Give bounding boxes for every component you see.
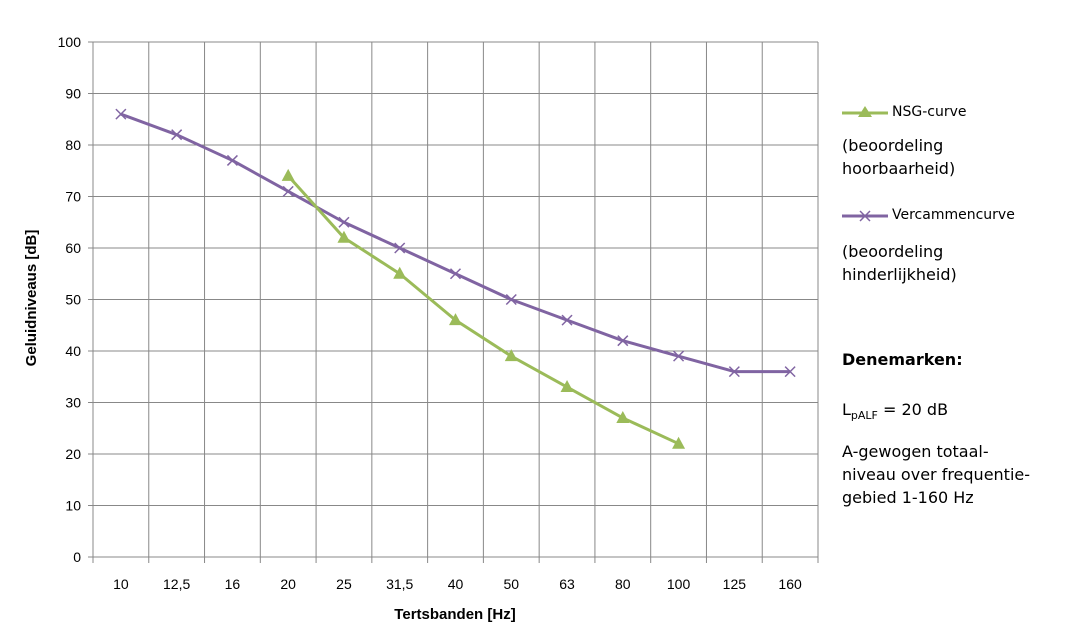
data-point-nsg <box>449 313 462 326</box>
legend-note-nsg-line2: hoorbaarheid) <box>842 159 956 178</box>
data-point-vercammen <box>784 366 796 378</box>
data-point-nsg <box>393 266 407 279</box>
data-point-vercammen-stroke <box>784 366 796 378</box>
y-tick-label: 60 <box>65 240 81 256</box>
legend-item-nsg: NSG-curve <box>842 104 966 120</box>
x-tick-label: 100 <box>667 576 691 592</box>
series-line-nsg <box>287 174 680 446</box>
x-tick-labels: 10 12,5 16 20 25 31,5 40 50 63 80 100 125 160 <box>113 576 802 592</box>
legend-note-nsg: (beoordeling hoorbaarheid) <box>842 134 955 180</box>
data-point-nsg <box>504 349 518 362</box>
annotation-level-value: = 20 dB <box>877 400 949 419</box>
y-axis-title: Geluidniveaus [dB] <box>23 230 40 367</box>
x-tick-label: 12,5 <box>163 576 190 592</box>
data-point-vercammen <box>226 154 238 166</box>
data-point-vercammen <box>617 335 629 347</box>
x-tick-label: 20 <box>280 576 296 592</box>
data-point-nsg <box>281 168 295 181</box>
data-point-vercammen <box>394 242 406 254</box>
annotation-heading: Denemarken: <box>842 350 963 369</box>
annotation-level-subscript: pALF <box>850 409 878 422</box>
data-point-vercammen <box>505 293 517 306</box>
x-tick-label: 10 <box>113 576 129 592</box>
data-point-vercammen-stroke <box>282 185 294 197</box>
annotation-desc-line2: niveau over frequentie- <box>842 465 1031 484</box>
data-point-vercammen-stroke <box>226 154 238 166</box>
y-tick-label: 40 <box>65 343 81 359</box>
x-tick-label: 160 <box>778 576 802 592</box>
data-point-vercammen <box>728 366 740 378</box>
x-tick-label: 25 <box>336 576 352 592</box>
x-tick-label: 16 <box>225 576 241 592</box>
y-tick-label: 20 <box>65 446 81 462</box>
data-point-vercammen <box>449 268 462 280</box>
y-tick-label: 0 <box>73 549 81 565</box>
legend-item-vercammen: Vercammencurve <box>842 207 1015 223</box>
legend-note-nsg-line1: (beoordeling <box>842 136 944 155</box>
x-tick-label: 40 <box>448 576 464 592</box>
data-point-vercammen <box>561 314 573 326</box>
series-group <box>115 108 796 449</box>
annotation-desc-line3: gebied 1-160 Hz <box>842 488 974 507</box>
annotation-level: LpALF = 20 dB <box>842 398 948 423</box>
x-tick-label: 50 <box>503 576 519 592</box>
data-point-vercammen-stroke <box>449 268 462 280</box>
legend-label-nsg: NSG-curve <box>892 104 967 120</box>
data-point-vercammen <box>171 129 183 141</box>
x-tick-label: 125 <box>723 576 747 592</box>
annotation-level-symbol: L <box>842 400 851 419</box>
x-tick-label: 31,5 <box>386 576 413 592</box>
series-line-vercammen <box>120 112 791 374</box>
x-axis-title: Tertsbanden [Hz] <box>394 606 515 623</box>
legend-note-vercammen: (beoordeling hinderlijkheid) <box>842 240 957 286</box>
data-point-vercammen <box>673 350 685 362</box>
data-point-vercammen <box>338 216 350 228</box>
data-point-vercammen-stroke <box>115 108 127 120</box>
data-point-nsg <box>337 230 351 243</box>
y-tick-labels: 0 10 20 30 40 50 60 70 80 90 100 <box>58 34 82 565</box>
x-tick-label: 80 <box>615 576 631 592</box>
data-point-vercammen-stroke <box>338 216 350 228</box>
annotation-description: A-gewogen totaal- niveau over frequentie… <box>842 440 1030 509</box>
data-point-vercammen-stroke <box>673 350 685 362</box>
data-point-vercammen-stroke <box>728 366 740 378</box>
annotation-desc-line1: A-gewogen totaal- <box>842 442 989 461</box>
legend-marker-vercammen <box>842 210 888 222</box>
data-point-nsg <box>672 436 686 449</box>
data-point-vercammen-stroke <box>171 129 183 141</box>
legend-label-vercammen: Vercammencurve <box>892 207 1015 223</box>
data-point-vercammen-stroke <box>561 314 573 326</box>
y-tick-label: 80 <box>65 137 81 153</box>
data-point-nsg <box>560 380 574 393</box>
y-tick-label: 10 <box>65 498 81 514</box>
y-tick-label: 70 <box>65 189 81 205</box>
axes <box>88 41 819 563</box>
legend-marker-nsg <box>842 106 888 117</box>
x-tick-label: 63 <box>559 576 575 592</box>
y-tick-label: 90 <box>65 86 81 102</box>
legend-note-vercammen-line1: (beoordeling <box>842 242 944 261</box>
grid-lines <box>93 41 818 557</box>
data-point-vercammen-stroke <box>394 242 406 254</box>
data-point-vercammen <box>115 108 127 120</box>
legend-note-vercammen-line2: hinderlijkheid) <box>842 265 957 284</box>
data-point-vercammen-stroke <box>617 335 629 347</box>
data-point-nsg <box>616 410 630 423</box>
data-point-vercammen <box>282 185 294 197</box>
y-tick-label: 100 <box>58 34 82 50</box>
data-point-vercammen-stroke <box>505 293 517 306</box>
y-tick-label: 30 <box>65 395 81 411</box>
y-tick-label: 50 <box>65 292 81 308</box>
